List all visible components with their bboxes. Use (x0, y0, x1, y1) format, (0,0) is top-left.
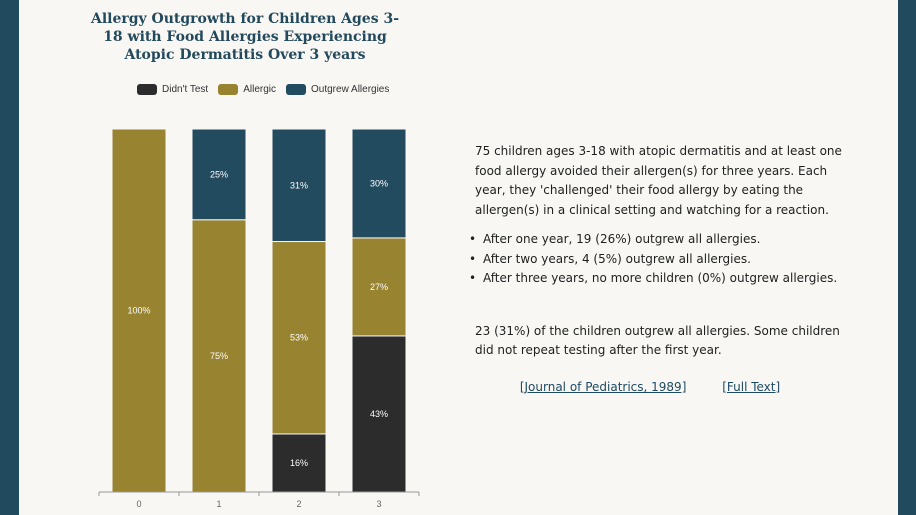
legend-swatch-outgrew (286, 84, 306, 95)
legend-label-didnt-test: Didn't Test (162, 84, 209, 95)
legend-swatch-didnt-test (137, 84, 157, 95)
finding-item: After one year, 19 (26%) outgrew all all… (469, 230, 855, 250)
data-label: 16% (290, 458, 308, 468)
legend-label-allergic: Allergic (243, 84, 276, 95)
bar-segment[interactable] (271, 241, 327, 435)
bar-segment[interactable] (191, 128, 247, 221)
full-text-link[interactable]: [Full Text] (722, 380, 781, 394)
x-tick-label: 1 (216, 499, 221, 509)
x-tick-label: 3 (376, 499, 381, 509)
stacked-bar-chart: 100% 0 75% 25% 1 16% 53% 31% 2 43% 27% 30% 3 (98, 128, 420, 509)
data-label: 100% (127, 306, 150, 316)
data-label: 25% (210, 169, 228, 179)
bar-segment[interactable] (351, 128, 407, 239)
x-tick-label: 2 (296, 499, 301, 509)
data-label: 31% (290, 180, 308, 190)
legend-label-outgrew: Outgrew Allergies (311, 84, 390, 95)
chart-legend: Didn't Test Allergic Outgrew Allergies (137, 84, 399, 95)
data-label: 75% (210, 351, 228, 361)
bar-segment[interactable] (271, 128, 327, 243)
bar-segment[interactable] (351, 237, 407, 337)
data-label: 27% (370, 282, 388, 292)
bar-segment[interactable] (191, 219, 247, 493)
legend-item-didnt-test[interactable]: Didn't Test (137, 84, 208, 95)
x-tick-label: 0 (136, 499, 141, 509)
source-links: [Journal of Pediatrics, 1989] [Full Text… (475, 380, 825, 394)
findings-list: After one year, 19 (26%) outgrew all all… (469, 230, 855, 289)
legend-swatch-allergic (218, 84, 239, 95)
finding-item: After two years, 4 (5%) outgrew all alle… (469, 250, 855, 270)
description-summary: 23 (31%) of the children outgrew all all… (475, 323, 840, 358)
data-label: 53% (290, 333, 308, 343)
description-text: 75 children ages 3-18 with atopic dermat… (469, 142, 855, 361)
legend-item-outgrew[interactable]: Outgrew Allergies (286, 84, 389, 95)
data-label: 43% (370, 409, 388, 419)
page-background: Allergy Outgrowth for Children Ages 3-18… (19, 0, 898, 515)
bar-segment[interactable] (351, 335, 407, 493)
chart-title: Allergy Outgrowth for Children Ages 3-18… (90, 11, 400, 63)
data-label: 30% (370, 178, 388, 188)
finding-item: After three years, no more children (0%)… (469, 269, 855, 289)
journal-link[interactable]: [Journal of Pediatrics, 1989] (519, 380, 687, 394)
description-intro: 75 children ages 3-18 with atopic dermat… (475, 144, 842, 217)
legend-item-allergic[interactable]: Allergic (218, 84, 276, 95)
